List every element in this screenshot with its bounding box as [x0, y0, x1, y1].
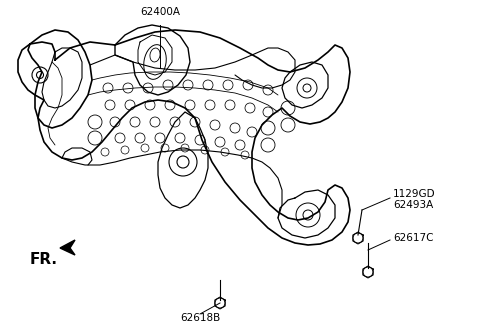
Text: 62400A: 62400A: [140, 7, 180, 17]
Text: FR.: FR.: [30, 253, 58, 268]
Text: 62617C: 62617C: [393, 233, 433, 243]
Text: 1129GD: 1129GD: [393, 189, 436, 199]
Polygon shape: [60, 240, 75, 255]
Text: 62493A: 62493A: [393, 200, 433, 210]
Text: 62618B: 62618B: [180, 313, 220, 323]
